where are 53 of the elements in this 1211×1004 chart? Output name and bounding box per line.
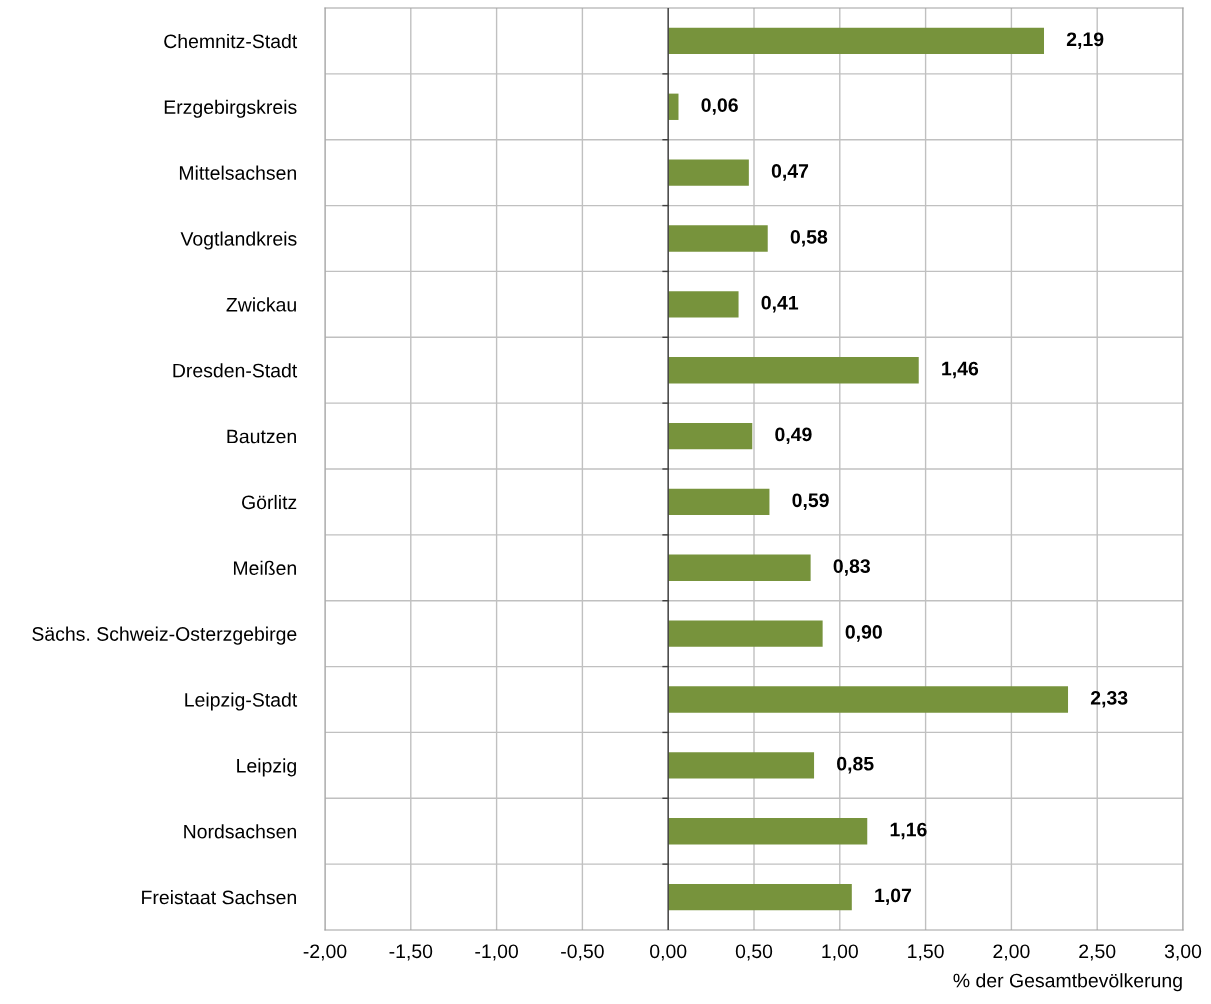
y-tick-label: Mittelsachsen <box>179 165 296 180</box>
bar <box>668 818 868 845</box>
y-tick-label: Erzgebirgskreis <box>164 99 297 118</box>
bar <box>668 686 1069 713</box>
data-label: 0,41 <box>761 295 799 313</box>
data-label: 2,33 <box>1090 690 1128 708</box>
data-label: 1,16 <box>890 822 927 840</box>
bar <box>668 159 749 186</box>
bar <box>668 554 811 581</box>
bar <box>668 225 768 252</box>
data-label: 2,19 <box>1066 32 1104 49</box>
bar <box>668 27 1044 55</box>
data-label: 0,59 <box>792 493 829 510</box>
y-tick-label: Dresden-Stadt <box>173 363 298 378</box>
x-tick-label: -1,50 <box>389 944 433 961</box>
data-label: 0,83 <box>833 559 870 576</box>
y-tick-label: Meißen <box>233 560 296 576</box>
y-tick-label: Nordsachsen <box>184 824 296 839</box>
bar <box>668 422 753 450</box>
x-tick-label: -2,00 <box>303 944 347 961</box>
x-tick-label: 2,00 <box>993 944 1030 961</box>
x-tick-label: 0,00 <box>650 944 687 961</box>
bar <box>668 752 815 779</box>
bar <box>668 291 739 318</box>
bar <box>668 488 770 516</box>
data-label: 0,85 <box>837 756 874 774</box>
data-label: 0,49 <box>775 427 812 445</box>
y-tick-label: Chemnitz-Stadt <box>164 33 298 49</box>
x-tick-label: -1,00 <box>475 944 518 961</box>
bar <box>668 620 823 647</box>
data-label: 0,90 <box>845 625 882 642</box>
bar <box>668 357 919 384</box>
x-tick-label: 1,50 <box>908 944 944 961</box>
y-tick-label: Vogtlandkreis <box>180 231 297 250</box>
data-label: 0,58 <box>790 229 828 247</box>
x-tick-label: 2,50 <box>1079 944 1116 961</box>
y-tick-label: Görlitz <box>242 494 297 510</box>
y-tick-label: Leipzig-Stadt <box>185 692 298 711</box>
x-tick-label: 0,50 <box>735 944 773 961</box>
x-axis-title: % der Gesamtbevölkerung <box>953 973 1182 992</box>
data-label: 1,07 <box>875 888 912 906</box>
x-tick-label: -0,50 <box>561 944 604 961</box>
data-label: 1,46 <box>942 361 979 379</box>
y-tick-label: Sächs. Schweiz-Osterzgebirge <box>32 626 297 645</box>
x-tick-label: 3,00 <box>1164 944 1202 961</box>
y-tick-label: Leipzig <box>237 758 296 777</box>
y-tick-label: Zwickau <box>226 297 296 312</box>
bar <box>668 883 852 911</box>
y-tick-label: Freistaat Sachsen <box>142 890 296 905</box>
data-label: 0,47 <box>771 164 809 181</box>
data-label: 0,06 <box>701 98 738 115</box>
y-tick-label: Bautzen <box>227 429 296 444</box>
x-tick-label: 1,00 <box>822 944 858 961</box>
